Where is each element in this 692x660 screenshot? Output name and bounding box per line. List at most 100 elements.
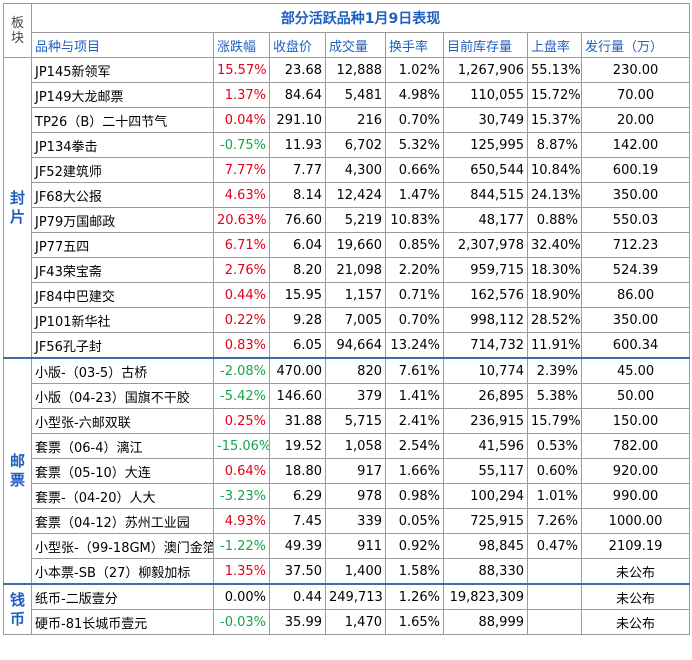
row-volume: 1,470 (325, 609, 386, 635)
row-stock: 100,294 (443, 483, 528, 509)
row-close: 76.60 (269, 207, 326, 233)
table-row: 钱币 纸币-二版壹分 0.00% 0.44 249,713 1.26% 19,823,309… (3, 583, 691, 635)
row-issue: 86.00 (580, 282, 691, 308)
col-header-volume: 成交量 (325, 32, 386, 58)
row-change: 15.57% (213, 57, 270, 83)
row-volume: 917 (325, 458, 386, 484)
row-close: 19.52 (269, 433, 326, 459)
category-name: 钱币 (9, 590, 25, 628)
table-row: TP26（B）二十四节气 0.04% 291.10 216 0.70% 30,749 15.… (4, 107, 691, 133)
row-turnover: 0.66% (385, 157, 444, 183)
row-name: JP79万国邮政 (31, 207, 214, 233)
row-volume: 1,157 (325, 282, 386, 308)
col-header-stock: 目前库存量 (443, 32, 528, 58)
row-issue: 150.00 (580, 408, 691, 434)
row-stock: 88,999 (443, 609, 528, 635)
row-listing (527, 583, 582, 610)
row-change: -1.22% (213, 533, 270, 559)
category-label: 封片 (3, 57, 32, 359)
row-stock: 41,596 (443, 433, 528, 459)
row-name: JF43荣宝斋 (31, 257, 214, 283)
row-listing: 28.52% (527, 307, 582, 333)
row-close: 7.45 (269, 508, 326, 534)
row-stock: 998,112 (443, 307, 528, 333)
row-name: JF84中巴建交 (31, 282, 214, 308)
row-close: 146.60 (269, 383, 326, 409)
row-stock: 98,845 (443, 533, 528, 559)
row-listing: 24.13% (527, 182, 582, 208)
row-volume: 249,713 (325, 583, 386, 610)
row-stock: 19,823,309 (443, 583, 528, 610)
row-close: 15.95 (269, 282, 326, 308)
row-change: -15.06% (213, 433, 270, 459)
category-label: 钱币 (3, 583, 32, 635)
row-close: 18.80 (269, 458, 326, 484)
active-varieties-table: 板块 部分活跃品种1月9日表现 品种与项目 涨跌幅 收盘价 成交量 换手率 目前… (3, 3, 691, 635)
row-volume: 5,219 (325, 207, 386, 233)
row-change: -0.03% (213, 609, 270, 635)
row-turnover: 1.65% (385, 609, 444, 635)
row-name: JF52建筑师 (31, 157, 214, 183)
row-listing: 32.40% (527, 232, 582, 258)
row-close: 23.68 (269, 57, 326, 83)
row-issue: 600.34 (580, 332, 691, 359)
category-name: 邮票 (9, 452, 25, 489)
row-stock: 88,330 (443, 558, 528, 585)
row-turnover: 0.71% (385, 282, 444, 308)
row-change: 4.63% (213, 182, 270, 208)
row-volume: 216 (325, 107, 386, 133)
table-row: JP101新华社 0.22% 9.28 7,005 0.70% 998,112 28.52%… (4, 307, 691, 333)
table-row: JP79万国邮政 20.63% 76.60 5,219 10.83% 48,177 0.88… (4, 207, 691, 233)
row-issue: 70.00 (580, 82, 691, 108)
row-volume: 339 (325, 508, 386, 534)
row-name: 套票（04-12）苏州工业园 (31, 508, 214, 534)
row-volume: 12,424 (325, 182, 386, 208)
table-row: 小型张-六邮双联 0.25% 31.88 5,715 2.41% 236,915 15.79… (4, 408, 691, 434)
row-name: JP149大龙邮票 (31, 82, 214, 108)
row-name: 小版-（03-5）古桥 (31, 357, 214, 384)
row-issue: 712.23 (580, 232, 691, 258)
row-stock: 2,307,978 (443, 232, 528, 258)
row-turnover: 0.70% (385, 307, 444, 333)
row-listing: 0.53% (527, 433, 582, 459)
row-turnover: 2.41% (385, 408, 444, 434)
row-close: 84.64 (269, 82, 326, 108)
row-volume: 21,098 (325, 257, 386, 283)
row-name: 套票（06-4）漓江 (31, 433, 214, 459)
row-close: 35.99 (269, 609, 326, 635)
row-volume: 5,481 (325, 82, 386, 108)
row-close: 37.50 (269, 558, 326, 585)
row-name: 小版（04-23）国旗不干胶 (31, 383, 214, 409)
row-issue: 350.00 (580, 307, 691, 333)
row-issue: 600.19 (580, 157, 691, 183)
row-listing: 11.91% (527, 332, 582, 359)
col-header-listing: 上盘率 (527, 32, 582, 58)
row-listing: 0.60% (527, 458, 582, 484)
row-turnover: 0.05% (385, 508, 444, 534)
stock-table-container: 板块 部分活跃品种1月9日表现 品种与项目 涨跌幅 收盘价 成交量 换手率 目前… (3, 3, 691, 635)
row-turnover: 1.02% (385, 57, 444, 83)
row-issue: 230.00 (580, 57, 691, 83)
row-close: 49.39 (269, 533, 326, 559)
row-change: 0.22% (213, 307, 270, 333)
row-stock: 844,515 (443, 182, 528, 208)
row-name: JF68大公报 (31, 182, 214, 208)
row-name: 套票-（04-20）人大 (31, 483, 214, 509)
row-volume: 12,888 (325, 57, 386, 83)
row-name: JP134拳击 (31, 132, 214, 158)
row-change: 0.64% (213, 458, 270, 484)
table-row: 套票（06-4）漓江 -15.06% 19.52 1,058 2.54% 41,596 0.… (4, 433, 691, 459)
row-issue: 50.00 (580, 383, 691, 409)
row-issue: 782.00 (580, 433, 691, 459)
table-row: 套票（04-12）苏州工业园 4.93% 7.45 339 0.05% 725,915 7.… (4, 508, 691, 534)
table-row: JP149大龙邮票 1.37% 84.64 5,481 4.98% 110,055 15.7… (4, 82, 691, 108)
row-volume: 379 (325, 383, 386, 409)
row-change: 0.44% (213, 282, 270, 308)
table-body: 板块 部分活跃品种1月9日表现 品种与项目 涨跌幅 收盘价 成交量 换手率 目前… (3, 3, 691, 635)
row-listing: 15.79% (527, 408, 582, 434)
row-listing (527, 609, 582, 635)
row-change: 0.00% (213, 583, 270, 610)
row-stock: 10,774 (443, 357, 528, 384)
row-turnover: 1.66% (385, 458, 444, 484)
row-close: 31.88 (269, 408, 326, 434)
